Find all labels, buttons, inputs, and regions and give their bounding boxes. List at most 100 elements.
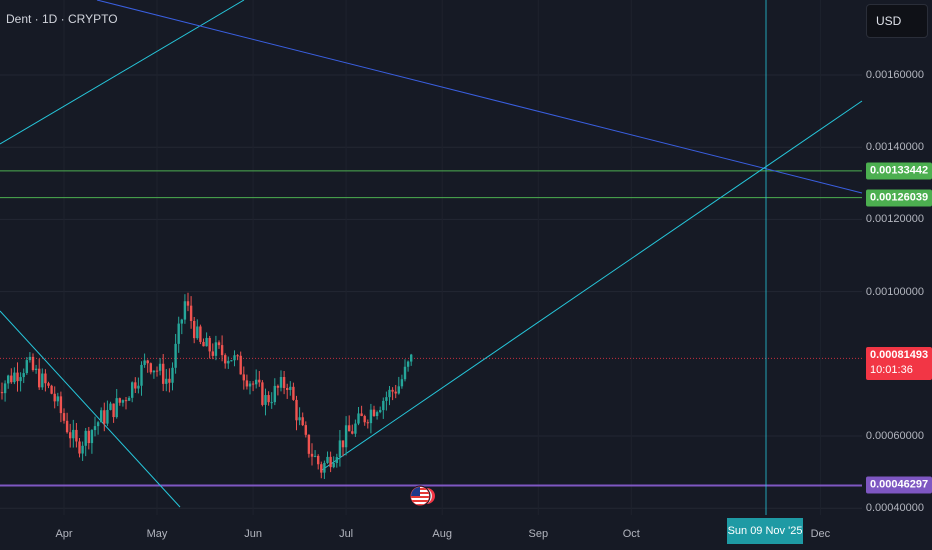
- candle-body: [332, 462, 335, 468]
- candle-body: [0, 392, 4, 394]
- candle-body: [397, 386, 400, 394]
- candle-body: [193, 320, 196, 339]
- candle-body: [301, 417, 304, 426]
- candle-body: [295, 399, 298, 421]
- candle-body: [109, 403, 112, 410]
- x-tick-label: Dec: [810, 528, 831, 540]
- candle-body: [162, 363, 165, 384]
- candle-body: [357, 413, 360, 424]
- candle-body: [224, 355, 227, 364]
- trendline-descending: [96, 0, 863, 194]
- candle-body: [100, 410, 103, 423]
- candle-body: [34, 368, 38, 371]
- candle-body: [276, 385, 280, 388]
- candle-body: [292, 386, 295, 400]
- candle-body: [140, 364, 143, 386]
- candle-body: [261, 382, 264, 405]
- candle-body: [53, 393, 56, 402]
- candle-body: [255, 379, 258, 385]
- candle-body: [248, 383, 252, 387]
- candle-body: [379, 410, 382, 413]
- candle-body: [208, 337, 211, 352]
- candle-body: [75, 429, 78, 442]
- trendline-lower-left: [0, 310, 181, 508]
- candle-body: [351, 431, 354, 434]
- candle-body: [270, 402, 273, 404]
- candle-body: [273, 385, 276, 403]
- candle-body: [251, 383, 255, 385]
- candle-body: [171, 367, 174, 383]
- current-price-label: 0.00081493 10:01:36: [866, 347, 932, 381]
- candle-body: [118, 398, 121, 403]
- candle-body: [267, 395, 270, 403]
- x-tick-label: Jul: [339, 528, 354, 540]
- candle-body: [236, 355, 239, 357]
- candle-body: [214, 342, 218, 356]
- candle-body: [400, 379, 404, 387]
- candle-body: [131, 382, 134, 398]
- candle-body: [183, 301, 187, 320]
- candle-body: [220, 345, 224, 356]
- candle-body: [81, 445, 84, 454]
- candle-body: [375, 412, 379, 417]
- x-tick-label: May: [146, 528, 168, 540]
- candle-body: [344, 425, 348, 448]
- current-price-value: 0.00081493: [870, 349, 929, 362]
- symbol-title[interactable]: Dent · 1D · CRYPTO: [6, 12, 118, 26]
- currency-selector[interactable]: USD: [866, 4, 928, 38]
- candle-body: [155, 370, 159, 372]
- y-tick-label: 0.00120000: [865, 213, 924, 226]
- candle-body: [196, 326, 199, 339]
- y-tick-label: 0.00060000: [865, 430, 924, 442]
- candle-body: [189, 305, 193, 321]
- candle-body: [19, 377, 22, 382]
- countdown-timer: 10:01:36: [870, 364, 913, 377]
- candle-body: [7, 375, 10, 384]
- candle-body: [242, 374, 245, 381]
- candle-body: [3, 383, 7, 394]
- trendline-ascending: [321, 100, 863, 471]
- candle-body: [127, 397, 131, 401]
- candle-body: [199, 326, 202, 342]
- candle-body: [146, 360, 149, 364]
- candle-body: [56, 396, 59, 402]
- y-tick-label: 0.00140000: [865, 141, 924, 154]
- candle-body: [38, 368, 41, 388]
- x-tick-label: Jun: [244, 528, 262, 540]
- candle-body: [317, 455, 320, 465]
- candle-body: [84, 430, 87, 446]
- candle-body: [369, 409, 373, 424]
- candle-body: [143, 360, 146, 365]
- candle-body: [385, 397, 388, 401]
- candle-body: [124, 400, 128, 402]
- candle-body: [174, 343, 177, 368]
- candle-body: [158, 363, 162, 371]
- y-tick-label: 0.00160000: [865, 69, 924, 81]
- candle-body: [341, 440, 345, 448]
- level-label-upper: 0.00133442: [866, 162, 932, 180]
- candle-body: [239, 355, 242, 375]
- candle-body: [115, 398, 118, 418]
- candle-body: [279, 377, 283, 388]
- candle-body: [134, 382, 137, 389]
- y-tick-label: 0.00040000: [865, 502, 924, 515]
- candle-body: [177, 323, 180, 344]
- candle-body: [310, 453, 314, 457]
- candle-body: [366, 422, 369, 424]
- candle-body: [205, 337, 208, 347]
- candle-body: [41, 373, 44, 388]
- candle-body: [10, 375, 13, 383]
- candle-body: [59, 396, 63, 414]
- candle-body: [230, 360, 233, 362]
- candle-body: [31, 356, 35, 371]
- candle-body: [165, 378, 168, 384]
- candle-body: [304, 425, 307, 435]
- us-flag-icon[interactable]: [409, 483, 435, 509]
- candle-body: [106, 409, 109, 424]
- candle-body: [227, 360, 230, 364]
- candle-body: [90, 430, 94, 444]
- candle-body: [313, 455, 317, 457]
- candle-body: [65, 420, 69, 433]
- candle-body: [233, 355, 236, 361]
